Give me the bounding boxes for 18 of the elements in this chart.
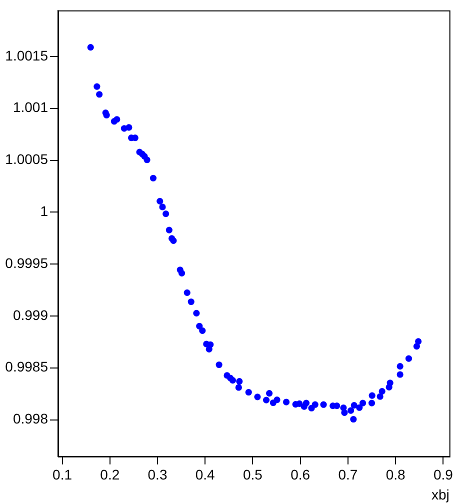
x-tick-label: 0.4 [195, 466, 216, 483]
x-tick-label: 0.3 [148, 466, 168, 483]
x-tick-label: 0.7 [338, 466, 358, 483]
y-tick-label: 0.9995 [5, 254, 48, 271]
x-tick-label: 0.8 [386, 466, 406, 483]
y-tick-label: 1 [40, 203, 48, 220]
x-tick-label: 0.6 [290, 466, 310, 483]
x-axis-title: xbj [431, 486, 450, 502]
y-tick-label: 1.001 [12, 99, 48, 116]
x-tick-label: 0.1 [52, 466, 72, 483]
y-tick-label: 0.9985 [5, 358, 48, 375]
y-tick-label: 0.999 [12, 306, 48, 323]
x-tick-label: 0.2 [100, 466, 120, 483]
x-tick-label: 0.5 [242, 466, 263, 483]
y-tick-label: 1.0005 [5, 151, 48, 168]
y-tick-label: 1.0015 [5, 47, 48, 64]
y-tick-label: 0.998 [12, 410, 48, 427]
x-tick-label: 0.9 [433, 466, 454, 483]
